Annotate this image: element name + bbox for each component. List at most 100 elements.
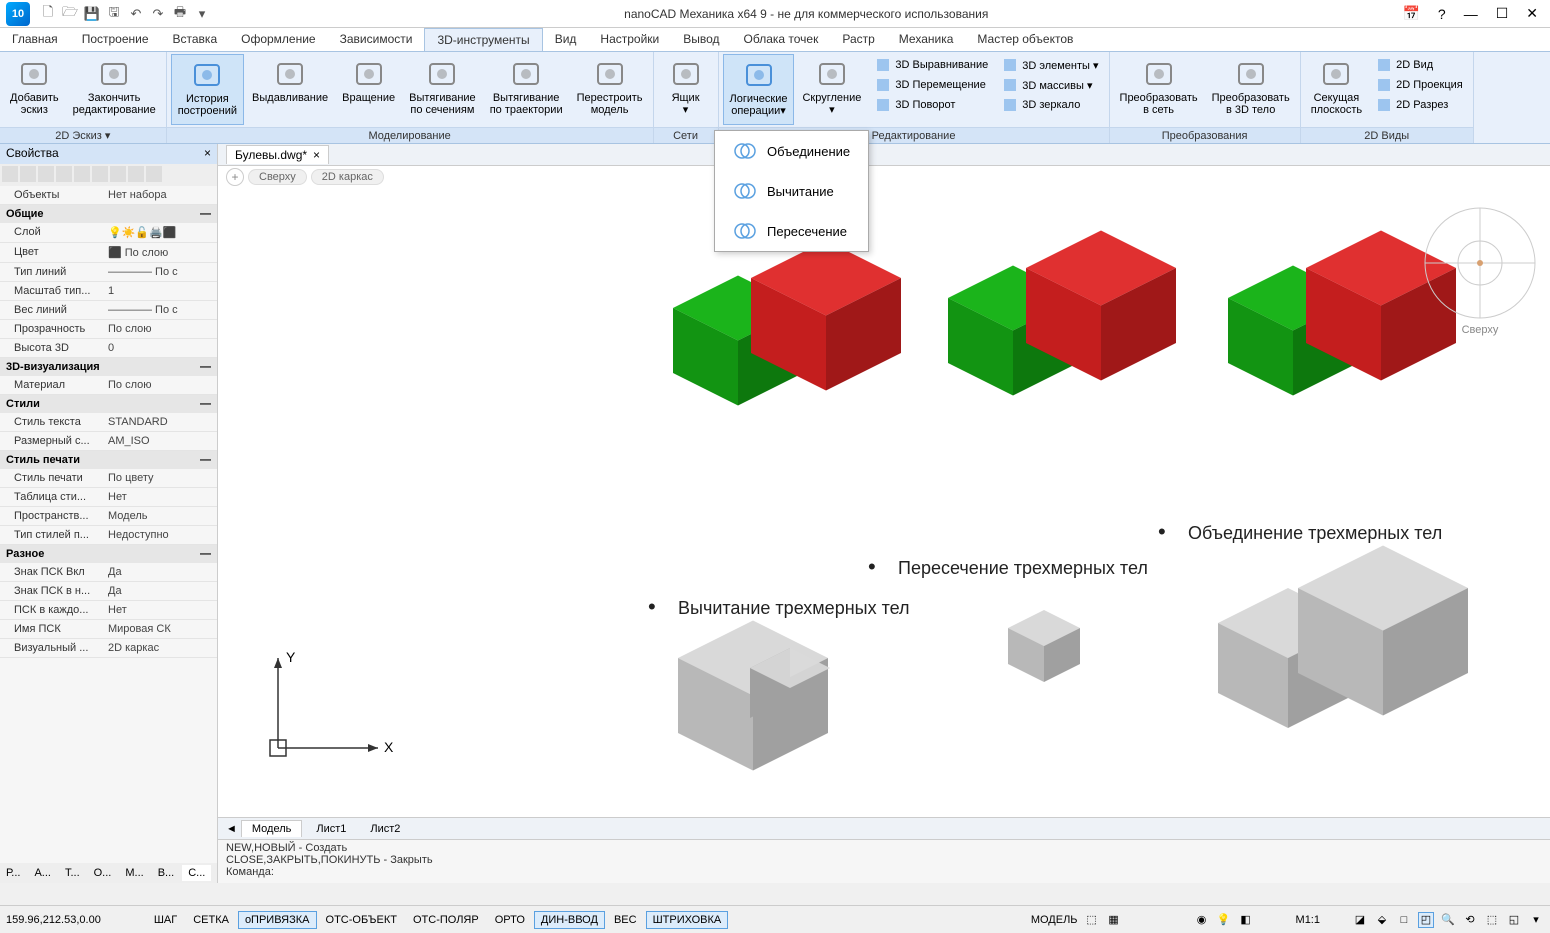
status-icon[interactable]: ◱ [1506,912,1522,928]
panel-close-icon[interactable]: × [204,146,211,162]
calendar-icon[interactable]: 📅 [1402,5,1419,22]
canvas[interactable]: Y X Сверху •Объединение трехмерных тел•П… [218,188,1550,817]
status-toggle[interactable]: ОРТО [488,911,532,929]
property-row[interactable]: Стиль текстаSTANDARD [0,413,217,432]
ribbon-tab[interactable]: Настройки [588,28,671,51]
property-row[interactable]: ПрозрачностьПо слою [0,320,217,339]
prop-tool-icon[interactable] [2,166,18,182]
prop-tool-icon[interactable] [74,166,90,182]
ribbon-small-button[interactable]: 3D Поворот [873,96,990,114]
ribbon-button[interactable]: Закончитьредактирование [67,54,162,125]
ribbon-button[interactable]: Вращение [336,54,401,125]
status-toggle[interactable]: ДИН-ВВОД [534,911,605,929]
panel-tab[interactable]: В... [152,865,181,881]
new-icon[interactable]: 🗋 [40,6,56,22]
ribbon-tab[interactable]: Мастер объектов [965,28,1085,51]
ribbon-small-button[interactable]: 3D массивы ▾ [1000,76,1100,94]
command-line[interactable]: NEW,НОВЫЙ - Создать CLOSE,ЗАКРЫТЬ,ПОКИНУ… [218,839,1550,883]
dropdown-item[interactable]: Пересечение [715,211,868,251]
document-tab[interactable]: Булевы.dwg* × [226,145,329,164]
property-row[interactable]: Масштаб тип...1 [0,282,217,301]
sheet-tab[interactable]: Лист1 [306,821,356,837]
property-row[interactable]: Имя ПСКМировая СК [0,620,217,639]
panel-tab[interactable]: А... [28,865,57,881]
ribbon-tab[interactable]: Построение [70,28,161,51]
dropdown-item[interactable]: Объединение [715,131,868,171]
panel-tab[interactable]: О... [88,865,118,881]
ribbon-tab[interactable]: Зависимости [328,28,425,51]
ribbon-button[interactable]: Выдавливание [246,54,334,125]
saveall-icon[interactable]: 🖫 [106,6,122,22]
prop-tool-icon[interactable] [128,166,144,182]
viewcube[interactable]: Сверху [1420,198,1540,338]
status-toggle[interactable]: ОТС-ПОЛЯР [406,911,486,929]
prop-tool-icon[interactable] [146,166,162,182]
bulb-icon[interactable]: 💡 [1216,912,1232,928]
ribbon-small-button[interactable]: 3D Перемещение [873,76,990,94]
status-toggle[interactable]: СЕТКА [186,911,236,929]
property-row[interactable]: Тип линий———— По с [0,263,217,282]
status-icon[interactable]: ⟲ [1462,912,1478,928]
property-row[interactable]: Высота 3D0 [0,339,217,358]
status-icon[interactable]: ◉ [1194,912,1210,928]
prop-tool-icon[interactable] [56,166,72,182]
tab-close-icon[interactable]: × [313,148,320,162]
undo-icon[interactable]: ↶ [128,6,144,22]
panel-tab[interactable]: М... [119,865,149,881]
sheet-tab[interactable]: Модель [241,820,302,837]
panel-tab[interactable]: Р... [0,865,26,881]
ribbon-tab[interactable]: Вставка [161,28,230,51]
ribbon-tab[interactable]: Главная [0,28,70,51]
property-row[interactable]: Вес линий———— По с [0,301,217,320]
ribbon-button[interactable]: Добавитьэскиз [4,54,65,125]
property-row[interactable]: Таблица сти...Нет [0,488,217,507]
ribbon-tab[interactable]: Оформление [229,28,327,51]
crumb-pill[interactable]: Сверху [248,169,307,185]
property-row[interactable]: Знак ПСК в н...Да [0,582,217,601]
property-row[interactable]: Размерный с...AM_ISO [0,432,217,451]
prop-tool-icon[interactable] [38,166,54,182]
crumb-add-icon[interactable]: + [226,168,244,186]
ribbon-small-button[interactable]: 3D Выравнивание [873,56,990,74]
sheet-nav-icon[interactable]: ◄ [226,823,237,835]
status-icon[interactable]: ◰ [1418,912,1434,928]
status-icon[interactable]: ⬚ [1084,912,1100,928]
property-section-header[interactable]: Разное— [0,545,217,563]
ribbon-tab[interactable]: Вывод [671,28,731,51]
ribbon-small-button[interactable]: 2D Проекция [1374,76,1465,94]
close-icon[interactable]: ✕ [1526,5,1538,22]
status-icon[interactable]: 🔍 [1440,912,1456,928]
maximize-icon[interactable]: ☐ [1496,5,1509,22]
redo-icon[interactable]: ↷ [150,6,166,22]
ribbon-small-button[interactable]: 2D Разрез [1374,96,1465,114]
status-icon[interactable]: ◪ [1352,912,1368,928]
dropdown-item[interactable]: Вычитание [715,171,868,211]
status-icon[interactable]: □ [1396,912,1412,928]
property-section-header[interactable]: Общие— [0,205,217,223]
print-icon[interactable]: 🖶 [172,6,188,22]
ribbon-small-button[interactable]: 2D Вид [1374,56,1465,74]
qat-dropdown-icon[interactable]: ▾ [194,6,210,22]
ribbon-button[interactable]: Логическиеоперации▾ [723,54,795,125]
status-toggle[interactable]: ОТС-ОБЪЕКТ [319,911,404,929]
space-indicator[interactable]: МОДЕЛЬ [1031,914,1078,926]
status-icon[interactable]: ◧ [1238,912,1254,928]
minimize-icon[interactable]: — [1464,6,1478,22]
property-row[interactable]: Тип стилей п...Недоступно [0,526,217,545]
ribbon-button[interactable]: Ящик▾ [658,54,714,125]
prop-tool-icon[interactable] [92,166,108,182]
ribbon-button[interactable]: Перестроитьмодель [571,54,649,125]
property-row[interactable]: Пространств...Модель [0,507,217,526]
property-row[interactable]: Цвет⬛ По слою [0,243,217,263]
save-icon[interactable]: 💾 [84,6,100,22]
ribbon-button[interactable]: Преобразоватьв сеть [1114,54,1204,125]
status-icon[interactable]: ⬚ [1484,912,1500,928]
crumb-pill[interactable]: 2D каркас [311,169,384,185]
property-row[interactable]: Слой💡☀️🔓🖨️⬛ [0,223,217,243]
status-toggle[interactable]: ШАГ [147,911,184,929]
open-icon[interactable]: 🗁 [62,6,78,22]
ribbon-small-button[interactable]: 3D элементы ▾ [1000,56,1100,74]
status-toggle[interactable]: ШТРИХОВКА [646,911,729,929]
ribbon-tab[interactable]: Облака точек [732,28,831,51]
status-icon[interactable]: ▦ [1106,912,1122,928]
